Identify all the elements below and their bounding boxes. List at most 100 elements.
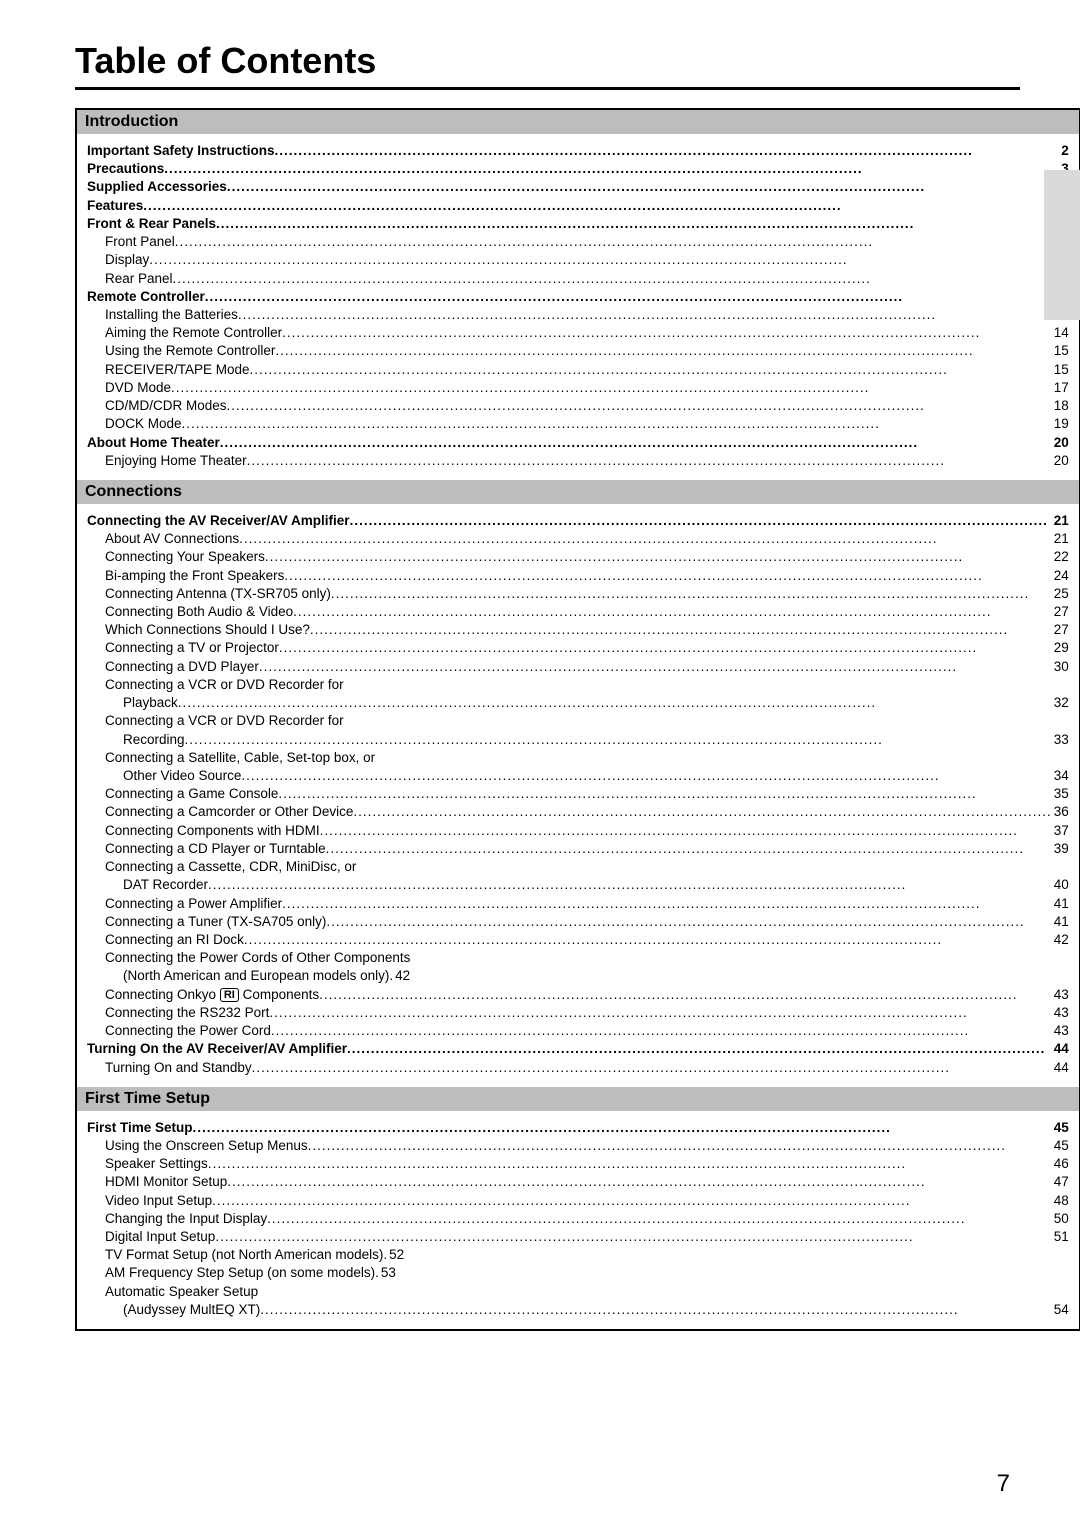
toc-label: Connecting the RS232 Port — [105, 1004, 269, 1022]
toc-dots — [227, 397, 1052, 415]
toc-line: (Audyssey MultEQ XT) 54 — [87, 1301, 1069, 1319]
toc-dots — [185, 731, 1052, 749]
toc-line: Connecting Onkyo RI Components 43 — [87, 986, 1069, 1004]
toc-page: 43 — [1052, 986, 1069, 1004]
toc-dots — [164, 160, 1059, 178]
toc-page: 21 — [1052, 512, 1069, 530]
toc-label: Speaker Settings — [105, 1155, 208, 1173]
toc-line: Rear Panel 13 — [87, 270, 1069, 288]
toc-page: 15 — [1052, 361, 1069, 379]
toc-line: CD/MD/CDR Modes 18 — [87, 397, 1069, 415]
toc-dots — [331, 585, 1052, 603]
toc-columns: IntroductionImportant Safety Instruction… — [75, 108, 1020, 1331]
toc-label: Remote Controller — [87, 288, 205, 306]
toc-line: Connecting a DVD Player 30 — [87, 658, 1069, 676]
toc-dots — [269, 1004, 1051, 1022]
toc-line: Connecting an RI Dock 42 — [87, 931, 1069, 949]
toc-label: Connecting a VCR or DVD Recorder for — [105, 712, 344, 730]
toc-line: Aiming the Remote Controller 14 — [87, 324, 1069, 342]
toc-label: Enjoying Home Theater — [105, 452, 247, 470]
toc-label: Connecting a Power Amplifier — [105, 895, 282, 913]
toc-label: Aiming the Remote Controller — [105, 324, 282, 342]
toc-page: 18 — [1052, 397, 1069, 415]
toc-line: Precautions 3 — [87, 160, 1069, 178]
side-tab — [1044, 170, 1080, 320]
toc-label: Features — [87, 197, 143, 215]
toc-page: 45 — [1052, 1119, 1069, 1137]
toc-page: 17 — [1052, 379, 1069, 397]
toc-label: Connecting Antenna (TX-SR705 only) — [105, 585, 331, 603]
toc-page: 37 — [1052, 822, 1069, 840]
toc-page: 40 — [1052, 876, 1069, 894]
toc-dots — [347, 1040, 1052, 1058]
toc-dots — [173, 270, 1052, 288]
toc-dots — [212, 1192, 1052, 1210]
toc-page: 44 — [1052, 1059, 1069, 1077]
toc-label: Other Video Source — [123, 767, 241, 785]
toc-line: Automatic Speaker Setup — [87, 1283, 1069, 1301]
toc-label: Connecting Onkyo RI Components — [105, 986, 319, 1004]
toc-column-left: IntroductionImportant Safety Instruction… — [75, 108, 1080, 1331]
toc-dots — [259, 658, 1052, 676]
toc-dots — [149, 251, 1051, 269]
toc-label: Video Input Setup — [105, 1192, 212, 1210]
toc-line: Connecting the Power Cords of Other Comp… — [87, 949, 1069, 967]
toc-line: AM Frequency Step Setup (on some models)… — [87, 1264, 1069, 1282]
toc-page: 21 — [1052, 530, 1069, 548]
page-title: Table of Contents — [75, 40, 1020, 90]
toc-page: 43 — [1052, 1004, 1069, 1022]
toc-label: First Time Setup — [87, 1119, 193, 1137]
toc-line: Which Connections Should I Use? 27 — [87, 621, 1069, 639]
toc-line: Installing the Batteries 14 — [87, 306, 1069, 324]
toc-label: Front & Rear Panels — [87, 215, 216, 233]
toc-page: 24 — [1052, 567, 1069, 585]
toc-dots — [215, 1228, 1051, 1246]
toc-label: Connecting a VCR or DVD Recorder for — [105, 676, 344, 694]
toc-label: About Home Theater — [87, 434, 220, 452]
toc-page: 39 — [1052, 840, 1069, 858]
toc-label: Connecting Both Audio & Video — [105, 603, 293, 621]
toc-line: Using the Onscreen Setup Menus 45 — [87, 1137, 1069, 1155]
toc-label: Front Panel — [105, 233, 175, 251]
toc-dots — [278, 785, 1051, 803]
toc-line: Connecting a Power Amplifier 41 — [87, 895, 1069, 913]
toc-page: 47 — [1052, 1173, 1069, 1191]
toc-page: 45 — [1052, 1137, 1069, 1155]
toc-page: 29 — [1052, 639, 1069, 657]
toc-page: 27 — [1052, 603, 1069, 621]
toc-dots — [308, 1137, 1052, 1155]
toc-label: Digital Input Setup — [105, 1228, 215, 1246]
toc-line: Display 12 — [87, 251, 1069, 269]
toc-dots — [260, 1301, 1051, 1319]
toc-page: 30 — [1052, 658, 1069, 676]
toc-line: Connecting Both Audio & Video 27 — [87, 603, 1069, 621]
toc-dots — [216, 215, 1052, 233]
toc-dots — [241, 767, 1051, 785]
toc-line: Video Input Setup 48 — [87, 1192, 1069, 1210]
toc-label: Connecting a DVD Player — [105, 658, 259, 676]
toc-dots — [143, 197, 1059, 215]
toc-dots — [208, 1155, 1052, 1173]
toc-page: 53 — [379, 1264, 396, 1282]
toc-line: Connecting a Game Console 35 — [87, 785, 1069, 803]
toc-dots — [275, 342, 1051, 360]
toc-page: 14 — [1052, 324, 1069, 342]
toc-page: 48 — [1052, 1192, 1069, 1210]
toc-line: Connecting a VCR or DVD Recorder for — [87, 712, 1069, 730]
section-body: First Time Setup 45Using the Onscreen Se… — [77, 1111, 1079, 1329]
toc-dots — [239, 530, 1052, 548]
toc-label: Connecting a Cassette, CDR, MiniDisc, or — [105, 858, 356, 876]
toc-page: 50 — [1052, 1210, 1069, 1228]
toc-page: 41 — [1052, 913, 1069, 931]
toc-dots — [282, 895, 1052, 913]
toc-line: HDMI Monitor Setup 47 — [87, 1173, 1069, 1191]
toc-label: DOCK Mode — [105, 415, 182, 433]
toc-label: Connecting an RI Dock — [105, 931, 244, 949]
toc-dots — [227, 1173, 1051, 1191]
toc-line: About AV Connections 21 — [87, 530, 1069, 548]
toc-page: 44 — [1052, 1040, 1069, 1058]
toc-label: (North American and European models only… — [123, 967, 389, 985]
toc-page: 20 — [1052, 452, 1069, 470]
toc-line: Connecting a CD Player or Turntable 39 — [87, 840, 1069, 858]
toc-label: DVD Mode — [105, 379, 171, 397]
